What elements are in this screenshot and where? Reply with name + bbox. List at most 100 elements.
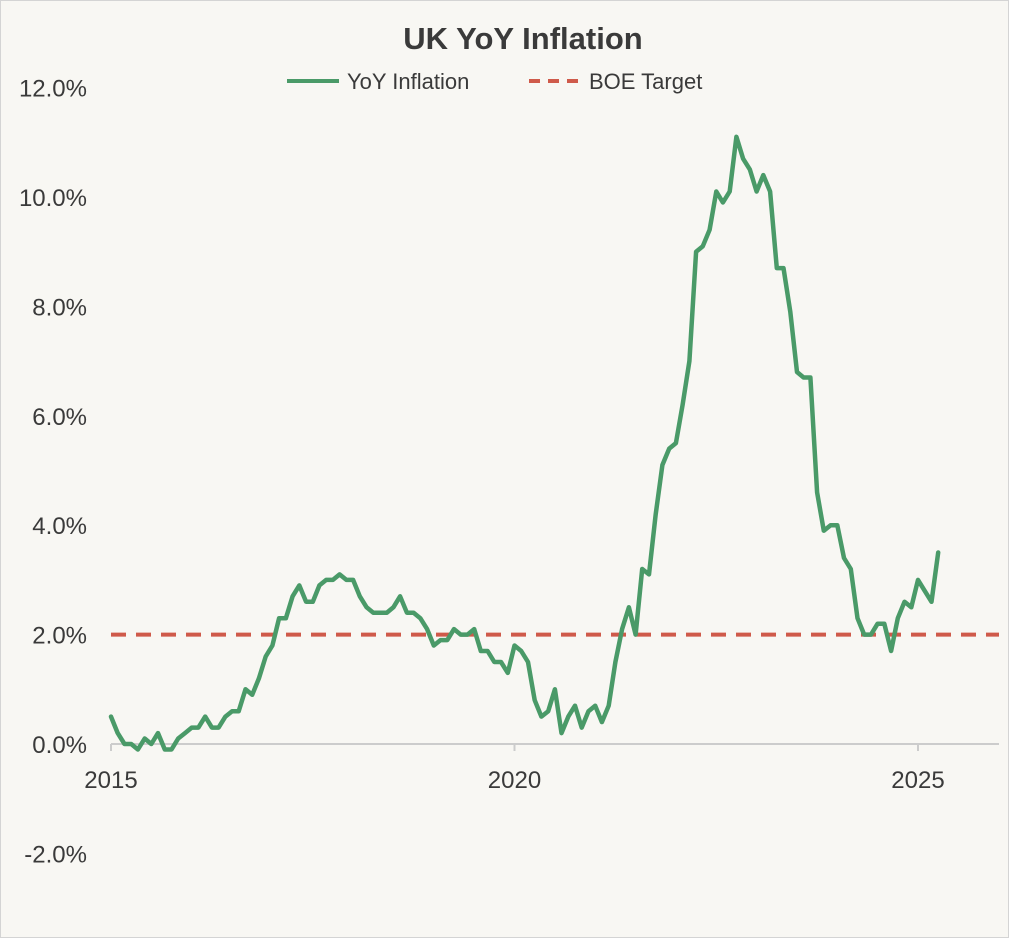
data-point-yoy-inflation (889, 649, 893, 653)
data-point-yoy-inflation (324, 578, 328, 582)
data-point-yoy-inflation (196, 726, 200, 730)
data-point-yoy-inflation (264, 655, 268, 659)
data-point-yoy-inflation (533, 698, 537, 702)
data-point-yoy-inflation (923, 589, 927, 593)
data-point-yoy-inflation (640, 567, 644, 571)
data-point-yoy-inflation (331, 578, 335, 582)
data-point-yoy-inflation (782, 266, 786, 270)
y-tick-label: 6.0% (32, 404, 87, 431)
data-point-yoy-inflation (667, 447, 671, 451)
data-point-yoy-inflation (909, 605, 913, 609)
data-point-yoy-inflation (116, 731, 120, 735)
data-point-yoy-inflation (842, 556, 846, 560)
data-point-yoy-inflation (143, 737, 147, 741)
data-point-yoy-inflation (694, 250, 698, 254)
data-point-yoy-inflation (284, 616, 288, 620)
data-point-yoy-inflation (546, 709, 550, 713)
data-point-yoy-inflation (930, 600, 934, 604)
data-point-yoy-inflation (398, 594, 402, 598)
data-point-yoy-inflation (835, 523, 839, 527)
data-point-yoy-inflation (768, 190, 772, 194)
data-point-yoy-inflation (129, 742, 133, 746)
data-point-yoy-inflation (714, 190, 718, 194)
data-point-yoy-inflation (203, 715, 207, 719)
data-point-yoy-inflation (149, 742, 153, 746)
data-point-yoy-inflation (297, 583, 301, 587)
data-point-yoy-inflation (566, 715, 570, 719)
data-point-yoy-inflation (660, 463, 664, 467)
x-tick-label: 2015 (84, 767, 137, 794)
x-axis: 2015 2020 2025 (84, 743, 999, 794)
data-point-yoy-inflation (788, 310, 792, 314)
y-tick-label: 10.0% (19, 185, 87, 212)
legend-label-boe-target: BOE Target (589, 69, 702, 94)
data-point-yoy-inflation (223, 715, 227, 719)
data-point-yoy-inflation (876, 622, 880, 626)
chart-title: UK YoY Inflation (403, 21, 642, 56)
data-point-yoy-inflation (391, 605, 395, 609)
data-point-yoy-inflation (708, 228, 712, 232)
data-point-yoy-inflation (492, 660, 496, 664)
data-point-yoy-inflation (627, 605, 631, 609)
data-point-yoy-inflation (526, 660, 530, 664)
x-tick-label: 2025 (891, 767, 944, 794)
data-point-yoy-inflation (553, 687, 557, 691)
data-point-yoy-inflation (250, 693, 254, 697)
y-axis-ticks: -2.0% 0.0% 2.0% 4.0% 6.0% 8.0% 10.0% 12.0% (19, 76, 87, 869)
data-point-yoy-inflation (109, 715, 113, 719)
data-point-yoy-inflation (862, 633, 866, 637)
data-point-yoy-inflation (136, 748, 140, 752)
data-point-yoy-inflation (701, 244, 705, 248)
data-point-yoy-inflation (277, 616, 281, 620)
data-point-yoy-inflation (822, 529, 826, 533)
data-point-yoy-inflation (385, 611, 389, 615)
data-point-yoy-inflation (856, 616, 860, 620)
data-point-yoy-inflation (748, 168, 752, 172)
data-point-yoy-inflation (344, 578, 348, 582)
data-point-yoy-inflation (654, 512, 658, 516)
data-point-yoy-inflation (849, 567, 853, 571)
data-point-yoy-inflation (412, 611, 416, 615)
data-point-yoy-inflation (210, 726, 214, 730)
data-point-yoy-inflation (257, 676, 261, 680)
data-point-yoy-inflation (317, 583, 321, 587)
data-point-yoy-inflation (472, 627, 476, 631)
data-point-yoy-inflation (795, 370, 799, 374)
data-point-yoy-inflation (721, 201, 725, 205)
plot-area (108, 134, 999, 752)
y-tick-label: 0.0% (32, 732, 87, 759)
data-point-yoy-inflation (869, 633, 873, 637)
data-point-yoy-inflation (156, 731, 160, 735)
data-point-yoy-inflation (647, 572, 651, 576)
data-point-yoy-inflation (270, 644, 274, 648)
data-point-yoy-inflation (405, 611, 409, 615)
data-point-yoy-inflation (519, 649, 523, 653)
data-point-yoy-inflation (513, 644, 517, 648)
data-point-yoy-inflation (620, 627, 624, 631)
legend: YoY Inflation BOE Target (287, 69, 702, 94)
y-tick-label: 8.0% (32, 294, 87, 321)
data-point-yoy-inflation (936, 551, 940, 555)
data-point-yoy-inflation (190, 726, 194, 730)
data-point-yoy-inflation (802, 376, 806, 380)
data-point-yoy-inflation (499, 660, 503, 664)
data-point-yoy-inflation (459, 633, 463, 637)
data-point-yoy-inflation (439, 638, 443, 642)
data-point-yoy-inflation (452, 627, 456, 631)
data-point-yoy-inflation (613, 660, 617, 664)
data-point-yoy-inflation (183, 731, 187, 735)
data-point-yoy-inflation (466, 633, 470, 637)
y-tick-label: 12.0% (19, 76, 87, 103)
data-point-yoy-inflation (291, 594, 295, 598)
data-point-yoy-inflation (593, 704, 597, 708)
data-point-yoy-inflation (775, 266, 779, 270)
y-tick-label: 4.0% (32, 513, 87, 540)
data-point-yoy-inflation (681, 403, 685, 407)
data-point-yoy-inflation (358, 594, 362, 598)
data-point-yoy-inflation (674, 441, 678, 445)
data-point-yoy-inflation (634, 633, 638, 637)
data-point-yoy-inflation (432, 644, 436, 648)
data-point-yoy-inflation (123, 742, 127, 746)
data-point-yoy-inflation (607, 704, 611, 708)
